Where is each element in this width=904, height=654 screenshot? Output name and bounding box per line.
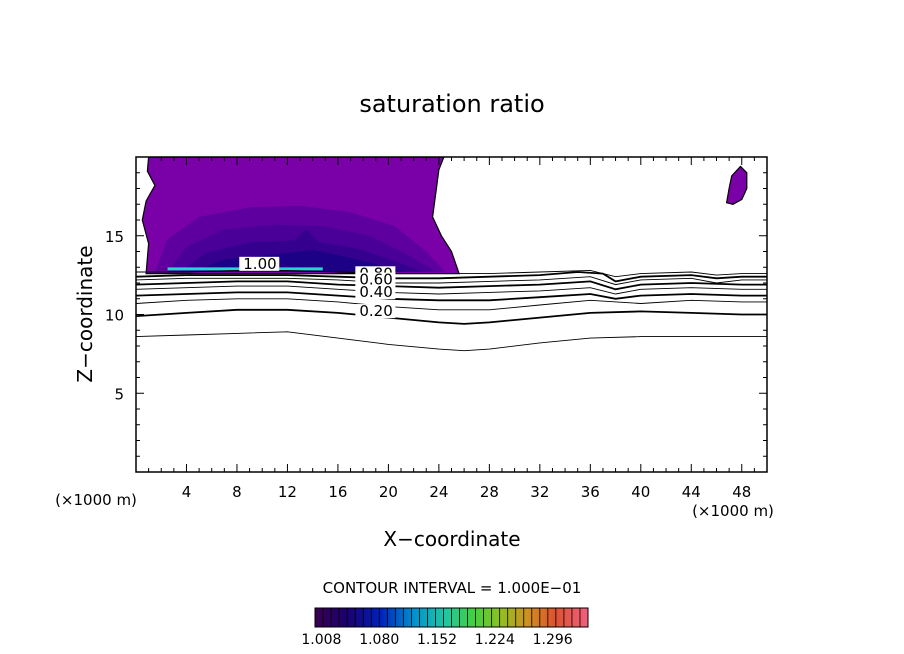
contour-interval-value: 1.000E−01 <box>497 579 581 597</box>
chart-title: saturation ratio <box>359 90 544 118</box>
contour-label: 0.40 <box>359 283 392 301</box>
x-tick-label: 28 <box>480 483 499 501</box>
contour-label-bg <box>355 272 396 287</box>
colorbar-label: 1.224 <box>475 632 515 648</box>
y-tick-label: 10 <box>105 307 124 325</box>
x-tick-label: 40 <box>631 483 650 501</box>
x-tick-label: 8 <box>232 483 242 501</box>
contour-line-0-2-1 <box>136 308 767 325</box>
colorbar-label: 1.296 <box>533 632 573 648</box>
contour-label-bg <box>355 304 396 319</box>
contour-line-0-3-2 <box>136 298 767 311</box>
contour-line-0-5-4 <box>136 285 767 295</box>
filled-contours <box>141 157 748 275</box>
x-tick-label: 32 <box>530 483 549 501</box>
contour-interval-label: CONTOUR INTERVAL = 1.000E−01 <box>323 579 582 597</box>
contour-label: 0.20 <box>359 302 392 320</box>
x-axis-label: X−coordinate <box>383 527 520 551</box>
x-tick-label: 44 <box>682 483 701 501</box>
x-tick-label: 24 <box>429 483 448 501</box>
contour-line-0-8-7 <box>136 271 767 283</box>
colorbar-label: 1.080 <box>359 632 399 648</box>
filled-region-isolated-cell <box>725 165 748 205</box>
contour-label: 0.60 <box>359 271 392 289</box>
x-axis: 4 8 12 16 20 24 28 32 36 40 44 48 <box>148 157 755 501</box>
contour-label: 1.00 <box>243 255 276 273</box>
x-tick-label: 12 <box>278 483 297 501</box>
contour-interval-text: CONTOUR INTERVAL = <box>323 579 493 597</box>
contour-line-0-7-6 <box>136 276 767 286</box>
contour-line-0-2-0 <box>136 331 767 352</box>
contour-label-bg <box>355 285 396 300</box>
contour-label-bg <box>239 256 280 271</box>
colorbar-label: 1.008 <box>301 632 341 648</box>
y-tick-label: 5 <box>114 385 124 403</box>
x-tick-label: 16 <box>328 483 347 501</box>
x-tick-label: 48 <box>732 483 751 501</box>
colorbar-label: 1.152 <box>417 632 457 648</box>
x-unit-left: (×1000 m) <box>55 491 137 509</box>
x-tick-label: 4 <box>182 483 192 501</box>
x-tick-label: 36 <box>581 483 600 501</box>
contour-line-0-6-5 <box>136 280 767 291</box>
y-axis: 5 10 15 <box>105 172 767 457</box>
x-tick-label: 20 <box>379 483 398 501</box>
contour-labels: 1.000.800.600.400.20 <box>239 255 396 320</box>
contour-line-0-4-3 <box>136 291 767 302</box>
y-tick-label: 15 <box>105 228 124 246</box>
colorbar-ticks <box>322 608 581 627</box>
colorbar-labels: 1.008 1.080 1.152 1.224 1.296 <box>301 632 572 648</box>
y-axis-label: Z−coordinate <box>73 245 97 382</box>
x-unit-right: (×1000 m) <box>692 502 774 520</box>
contour-lines <box>136 269 767 352</box>
